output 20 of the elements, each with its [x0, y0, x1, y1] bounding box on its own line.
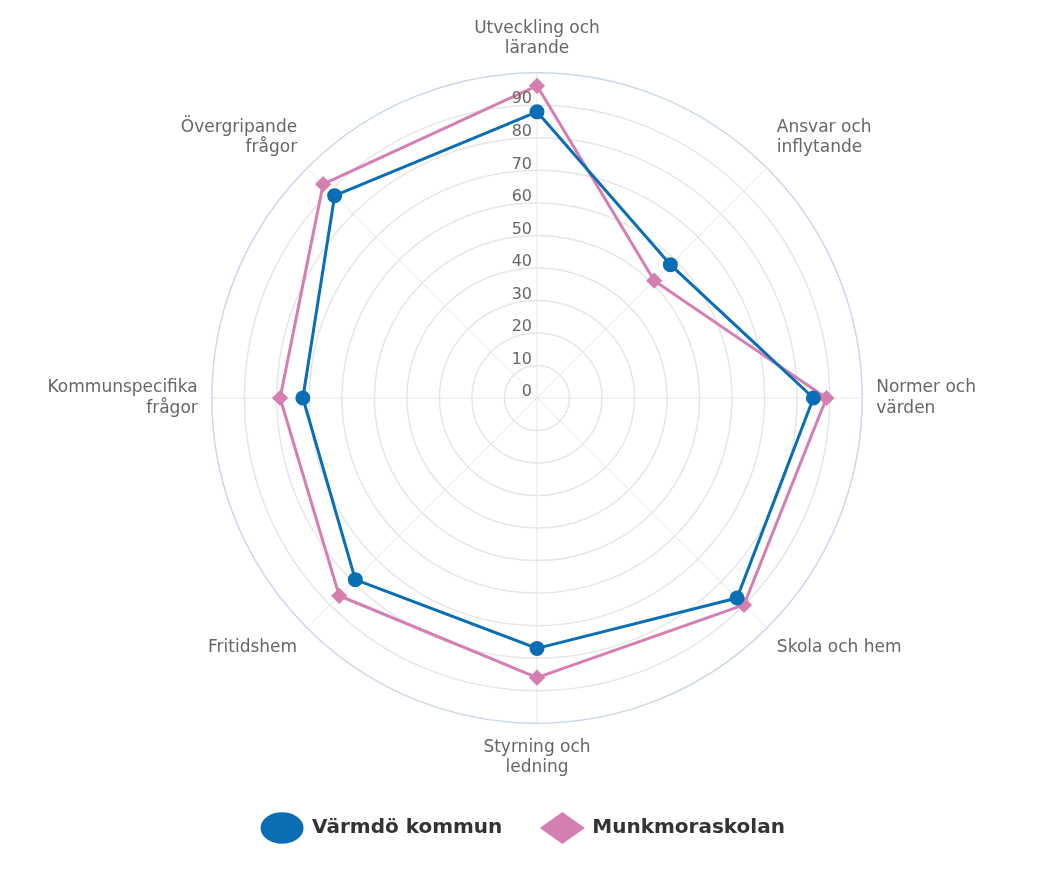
spoke-label: Fritidshem — [208, 636, 298, 657]
y-tick-label: 50 — [511, 218, 532, 238]
legend-label: Munkmoraskolan — [592, 814, 785, 839]
y-tick-label: 40 — [511, 251, 532, 271]
spoke-label: Normer och värden — [876, 376, 976, 417]
y-tick-label: 20 — [511, 316, 532, 336]
y-tick-label: 70 — [511, 153, 532, 173]
y-tick-label: 90 — [511, 88, 532, 108]
legend-label: Värmdö kommun — [312, 814, 503, 839]
spoke-label: Styrning och ledning — [483, 735, 591, 777]
spoke-label: Utveckling och lärande — [474, 16, 600, 58]
spoke-label: Ansvar och inflytande — [776, 115, 872, 157]
y-tick-label: 60 — [511, 186, 532, 206]
spoke-label: Kommunspecifika frågor — [47, 376, 198, 417]
spoke-label: Övergripande frågor — [180, 114, 298, 157]
spoke-label: Skola och hem — [776, 636, 902, 657]
y-tick-label: 0 — [521, 381, 532, 401]
y-tick-label: 30 — [511, 283, 532, 303]
y-tick-label: 80 — [511, 121, 532, 140]
y-tick-label: 10 — [511, 348, 532, 368]
